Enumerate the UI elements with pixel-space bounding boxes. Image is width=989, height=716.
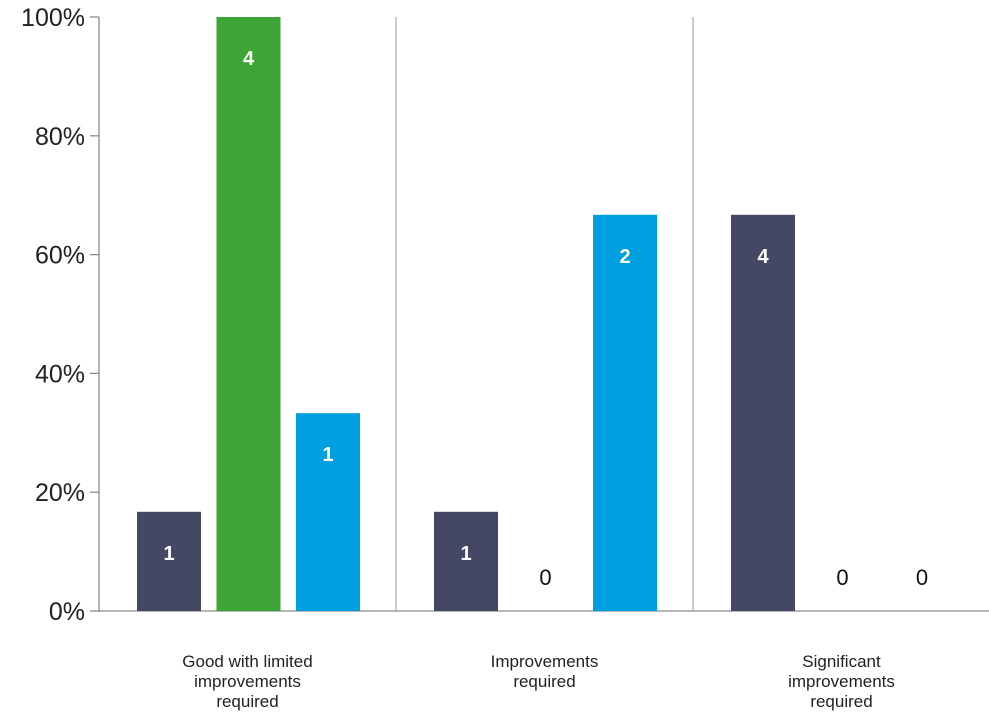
bars [137,17,795,611]
x-category-label: improvements [788,672,895,691]
x-category-label: required [513,672,575,691]
x-category-label: improvements [194,672,301,691]
y-tick-label: 80% [35,123,85,151]
data-label: 0 [916,565,928,590]
x-category-label: Improvements [491,652,599,671]
data-label: 1 [322,444,333,466]
data-label: 4 [243,48,255,70]
bar [137,511,201,611]
bar [731,214,795,611]
x-category-label: required [810,692,872,711]
y-tick-label: 40% [35,360,85,388]
y-tick-label: 100% [21,4,85,32]
data-label: 1 [163,543,174,565]
data-label: 1 [460,543,471,565]
bar [434,511,498,611]
data-label: 0 [539,565,551,590]
x-category-label: Significant [802,652,881,671]
x-category-label: required [216,692,278,711]
x-category-label: Good with limited [182,652,312,671]
data-label: 2 [619,246,630,268]
bar [216,17,281,611]
axes: 0% 20% 40% 60% 80% 100% [21,4,989,626]
y-tick-label: 20% [35,479,85,507]
y-tick-label: 0% [49,598,85,626]
data-label: 4 [757,246,769,268]
bar [296,413,360,611]
data-label: 0 [836,565,848,590]
bar [593,214,657,611]
y-tick-label: 60% [35,242,85,270]
